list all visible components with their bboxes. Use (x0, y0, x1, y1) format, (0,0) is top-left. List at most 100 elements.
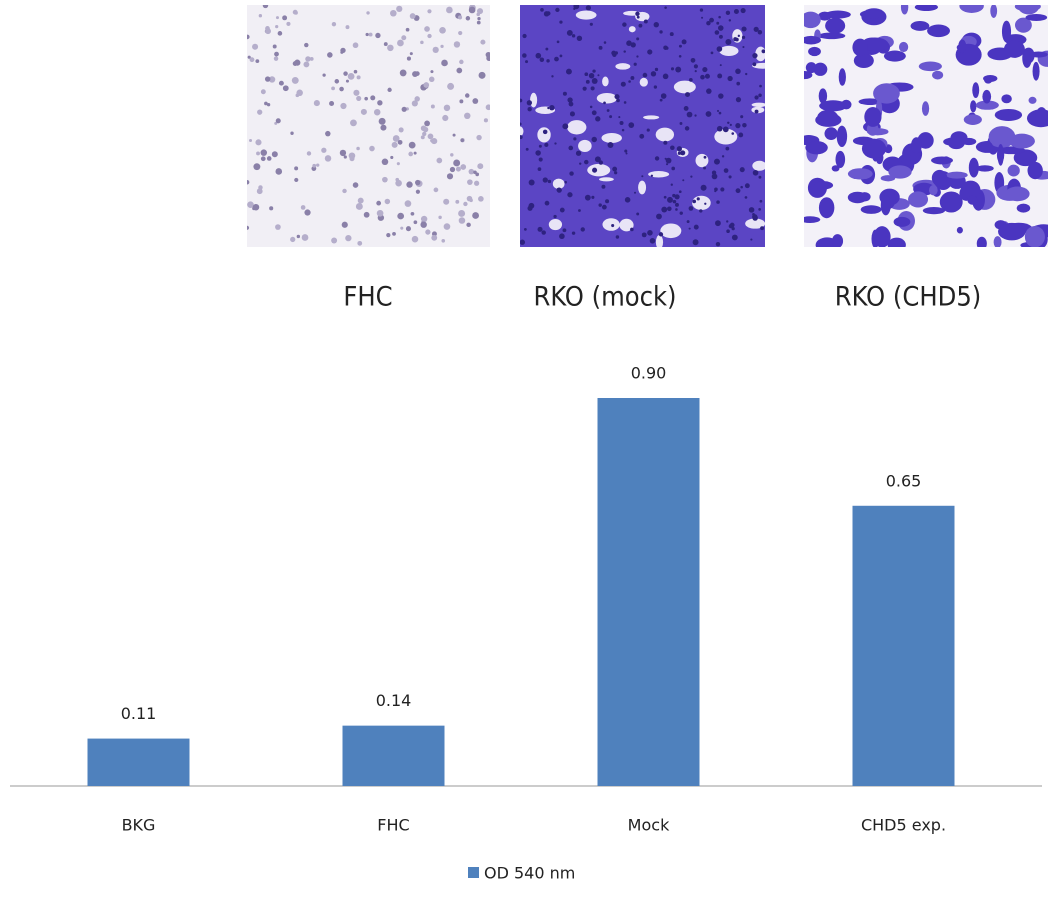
cluster (958, 39, 967, 54)
cell (716, 125, 723, 132)
cell (674, 194, 680, 200)
cell (541, 230, 546, 235)
cell (436, 157, 443, 164)
cell (714, 30, 720, 35)
gap (615, 63, 631, 70)
cell (737, 34, 740, 37)
cell (340, 50, 344, 54)
cluster (861, 138, 887, 159)
cell (465, 16, 471, 21)
micrograph-mock (520, 5, 765, 247)
cell (699, 209, 703, 213)
cell (635, 11, 640, 16)
cluster (960, 180, 981, 199)
cell (761, 49, 765, 54)
cell (380, 124, 387, 131)
cell (623, 50, 626, 53)
cell (443, 223, 451, 230)
cell (392, 231, 396, 236)
cluster (961, 137, 977, 146)
gap (619, 218, 634, 232)
gap (596, 93, 618, 104)
cell (701, 16, 704, 19)
cluster (880, 194, 891, 216)
cell (660, 93, 667, 99)
cell (568, 145, 574, 151)
cell (551, 75, 554, 78)
cluster (858, 192, 871, 202)
cell (477, 17, 481, 21)
cell (757, 30, 763, 35)
cell (740, 7, 746, 14)
cell (463, 201, 468, 207)
cell (520, 98, 523, 103)
image-label: RKO (mock) (533, 282, 676, 313)
cell (720, 187, 725, 192)
gap (601, 132, 622, 143)
cell (659, 98, 663, 102)
cell (715, 241, 721, 247)
cell (670, 67, 675, 71)
cell (566, 29, 573, 36)
cell (423, 82, 430, 88)
cell (634, 191, 637, 194)
cell (275, 168, 283, 175)
cell (258, 185, 263, 190)
cell (459, 59, 464, 65)
cell (682, 179, 685, 182)
cell (735, 68, 741, 75)
cell (681, 39, 687, 45)
cluster (929, 185, 938, 196)
micrograph-fhc (247, 5, 490, 247)
cluster (1028, 96, 1037, 104)
cell (675, 208, 678, 211)
cell (562, 91, 567, 96)
cluster (1025, 13, 1048, 22)
cell (684, 126, 690, 131)
cell (528, 202, 535, 209)
cell (748, 207, 755, 213)
cell (431, 234, 438, 241)
cell (438, 215, 442, 220)
cell (428, 76, 435, 83)
cell (710, 51, 714, 55)
cell (522, 33, 527, 39)
cell (754, 95, 759, 100)
cell (420, 135, 425, 140)
cell (252, 43, 259, 50)
cell (460, 138, 465, 143)
cell (589, 105, 593, 109)
image-label: FHC (343, 282, 392, 313)
cell (582, 86, 587, 91)
cell (700, 74, 705, 80)
cell (654, 67, 659, 72)
cell (549, 104, 555, 111)
cluster (968, 157, 979, 178)
cell (758, 93, 762, 98)
cell (636, 37, 640, 41)
cell (325, 130, 331, 137)
gap (639, 77, 648, 87)
cell (716, 109, 720, 112)
cell (377, 100, 383, 106)
cell (665, 163, 669, 166)
cell (353, 69, 358, 74)
cell (321, 147, 327, 153)
cell (247, 55, 251, 59)
cell (537, 226, 543, 232)
cell (594, 156, 601, 163)
cluster (967, 195, 978, 205)
cell (740, 185, 743, 189)
cell (363, 211, 370, 218)
cell (601, 204, 607, 210)
cell (386, 233, 391, 238)
cell (686, 111, 693, 118)
gap (567, 120, 587, 135)
cell (628, 80, 631, 83)
cell (706, 88, 712, 94)
cell (395, 177, 400, 182)
cell (620, 81, 626, 87)
cell (472, 212, 480, 219)
cell (598, 203, 602, 207)
cell (547, 179, 552, 184)
